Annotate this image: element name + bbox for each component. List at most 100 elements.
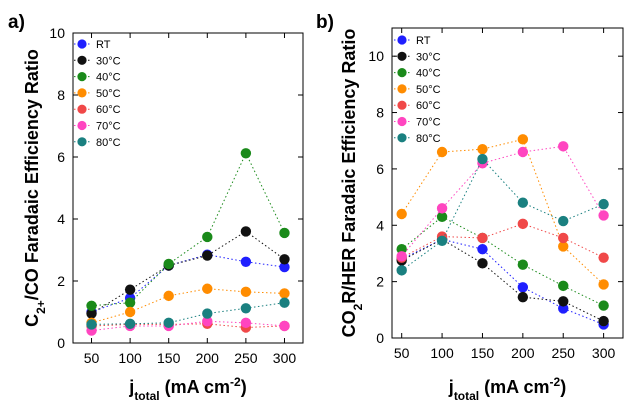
data-point — [558, 215, 569, 227]
series-80°C — [86, 297, 290, 330]
data-point — [163, 258, 174, 270]
x-tick-label: 150 — [157, 350, 181, 366]
legend: RT 30°C 40°C 50°C 60°C 70°C 80°C — [394, 35, 441, 145]
data-point — [598, 300, 609, 311]
data-point — [517, 291, 529, 303]
legend-item: 50°C — [74, 88, 121, 100]
series-RT — [396, 234, 609, 330]
data-point — [436, 203, 448, 214]
data-point — [558, 280, 569, 292]
y-tick-label: 6 — [57, 149, 65, 165]
series-line — [91, 152, 285, 307]
legend: RT 30°C 40°C 50°C 60°C 70°C 80°C — [74, 39, 121, 149]
x-axis-label-sup: -2 — [230, 375, 241, 389]
y-tick-label: 8 — [376, 105, 384, 121]
x-tick-label: 300 — [273, 350, 297, 366]
y-tick-label: 4 — [376, 217, 384, 233]
x-tick-label: 300 — [592, 345, 616, 361]
data-point — [202, 231, 213, 243]
panel-label: b) — [316, 12, 334, 33]
legend-marker — [77, 72, 87, 82]
legend-item: RT — [394, 35, 431, 47]
legend-label: 40°C — [96, 72, 121, 84]
x-tick-label: 150 — [471, 345, 495, 361]
legend-label: 80°C — [416, 133, 441, 145]
data-point — [86, 308, 97, 319]
data-point — [517, 146, 529, 158]
data-point — [477, 153, 488, 165]
legend-marker — [77, 104, 87, 114]
series-line — [91, 302, 285, 325]
data-point — [240, 226, 252, 237]
plot-frame — [391, 27, 624, 339]
data-point — [279, 261, 290, 273]
x-tick-label: 100 — [430, 345, 454, 361]
legend-label: 30°C — [96, 55, 121, 67]
series-70°C — [86, 316, 290, 336]
series-RT — [86, 249, 290, 318]
legend-marker — [397, 100, 407, 110]
y-tick-label: 6 — [376, 161, 384, 177]
data-point — [598, 279, 609, 290]
legend-marker — [77, 88, 87, 98]
legend-label: 50°C — [416, 84, 441, 96]
series-line — [91, 230, 285, 314]
legend-marker — [77, 120, 87, 131]
data-point — [202, 283, 213, 294]
data-point — [240, 286, 252, 298]
data-point — [279, 227, 290, 239]
data-point — [124, 297, 136, 308]
legend-item: 70°C — [74, 121, 121, 133]
x-axis-label-main: j — [128, 377, 134, 397]
series-line — [401, 145, 605, 257]
y-axis-label: CO2R/HER Faradaic Efficiency Ratio — [339, 29, 365, 338]
x-axis-label-units: (mA cm — [160, 377, 230, 397]
x-axis-label-close: ) — [560, 377, 566, 397]
legend-item: 50°C — [394, 84, 441, 96]
x-tick-label: 250 — [552, 345, 576, 361]
legend-marker — [397, 35, 407, 45]
legend-label: 30°C — [416, 51, 441, 63]
legend-marker — [397, 116, 407, 127]
y-tick-label: 2 — [57, 273, 65, 289]
y-axis-label-rest: /CO Faradaic Efficiency Ratio — [22, 49, 42, 300]
x-axis-label: jtotal (mA cm-2) — [128, 375, 246, 403]
legend-label: 80°C — [96, 137, 121, 149]
data-point — [477, 232, 488, 244]
data-point — [202, 250, 213, 261]
y-tick-label: 0 — [57, 335, 65, 351]
legend-item: 40°C — [394, 68, 441, 80]
data-point — [396, 251, 407, 262]
legend-label: 70°C — [416, 117, 441, 129]
legend-item: RT — [74, 39, 111, 51]
series-line — [401, 223, 604, 259]
legend-item: 30°C — [74, 55, 121, 67]
data-point — [517, 282, 529, 293]
series-80°C — [396, 153, 609, 276]
y-tick-label: 4 — [57, 211, 65, 227]
x-tick-label: 100 — [118, 350, 142, 366]
series-line — [401, 138, 604, 285]
legend-marker — [397, 51, 407, 61]
legend-item: 30°C — [394, 51, 441, 63]
data-point — [86, 300, 97, 311]
data-point — [202, 316, 213, 327]
x-tick-label: 50 — [394, 345, 410, 361]
legend-label: RT — [96, 39, 111, 51]
legend-item: 60°C — [74, 104, 121, 116]
y-axis-label-sub: 2 — [351, 303, 365, 310]
data-point — [598, 252, 609, 263]
data-point — [163, 290, 174, 302]
legend-label: 50°C — [96, 88, 121, 100]
y-tick-label: 10 — [368, 48, 384, 64]
y-axis-label-sub: 2+ — [34, 300, 48, 314]
y-axis-label-rest: R/HER Faradaic Efficiency Ratio — [339, 29, 359, 304]
data-point — [517, 134, 529, 145]
series-line — [401, 238, 604, 325]
data-point — [86, 319, 97, 330]
data-point — [436, 211, 448, 223]
legend-label: 60°C — [96, 104, 121, 116]
data-point — [240, 317, 252, 329]
legend-label: 60°C — [416, 100, 441, 112]
